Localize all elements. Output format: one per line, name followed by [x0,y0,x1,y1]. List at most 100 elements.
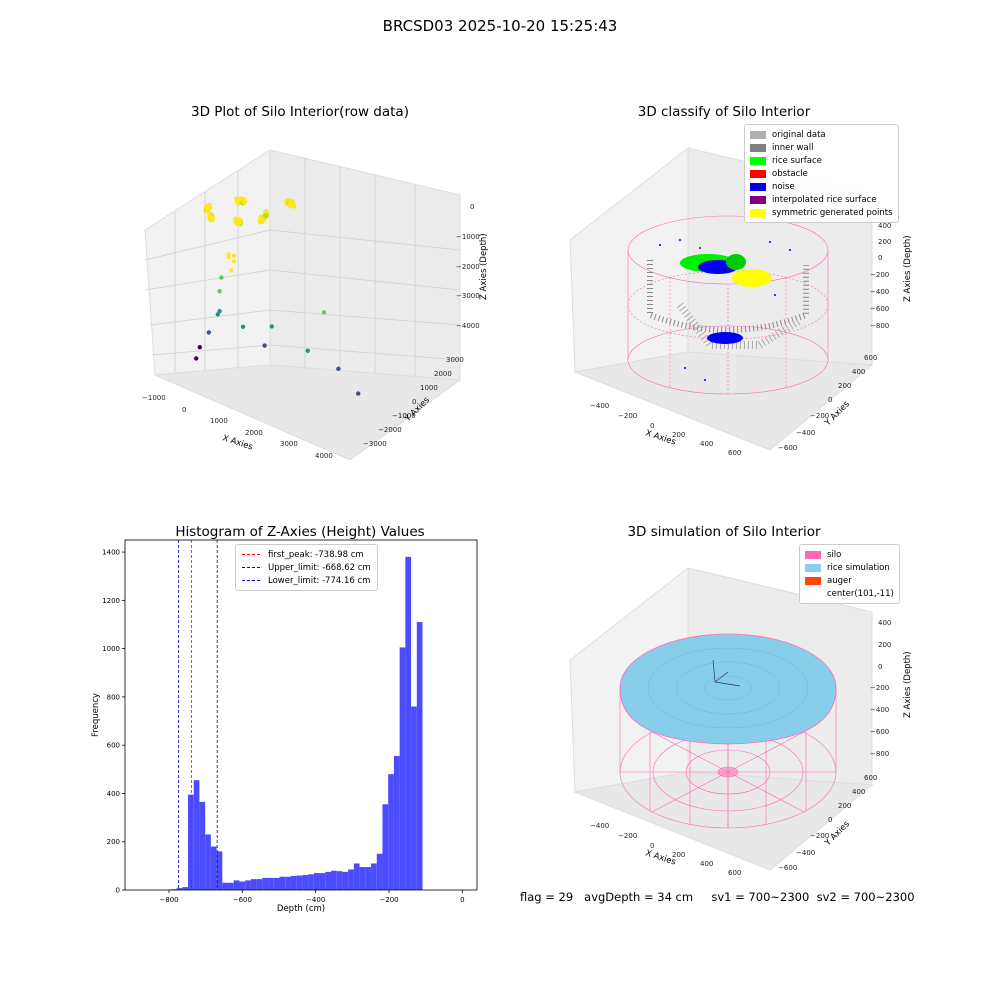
histogram-bar [210,846,217,890]
p1-ztick-2: −2000 [456,263,480,271]
histogram-bar [313,873,320,890]
histogram-bar [273,877,280,890]
p2-ztick-5: 200 [878,238,891,246]
p1-xtick-2: 1000 [210,417,228,425]
histogram-ytick-label: 400 [107,790,120,798]
p2-ytick-0: −600 [778,444,797,452]
p1-ytick-3: 0 [412,398,416,406]
histogram-bar [216,851,223,890]
histogram-bar [285,876,291,890]
legend-obstacle: obstacle [750,167,893,180]
histogram-xlabel: Depth (cm) [277,904,325,914]
p2-ytick-5: 400 [852,368,865,376]
histogram-bar [296,875,303,890]
p2-ytick-1: −400 [796,429,815,437]
histogram-frame [124,539,478,891]
histogram-bar [205,834,211,890]
raw-point [233,216,239,223]
p4-xtick-2: 0 [650,842,654,850]
p4-xtick-4: 400 [700,860,713,868]
legend-inner-wall: inner wall [750,141,893,154]
p1-xtick-1: 0 [182,406,186,414]
panel4-legend: silo rice simulation auger center(101,-1… [799,544,900,604]
histogram-bar [376,853,383,890]
histogram-bar [187,794,194,890]
legend-rice-surface: rice surface [750,154,893,167]
raw-point [206,204,213,211]
raw-point [231,253,237,259]
histogram-xtick-label: 0 [460,896,464,904]
p4-zlabel: Z Axies (Depth) [903,651,913,718]
sv2-value: sv2 = 700~2300 [816,890,915,904]
histogram-bar [176,888,183,890]
p4-xtick-3: 200 [672,851,685,859]
histogram-bar [245,880,251,890]
histogram-bar [193,780,200,890]
panel2-axis-ticks: −400 −200 0 200 400 600 −600 −400 −200 0… [590,222,891,457]
histogram-bar [411,706,417,890]
histogram-bar [365,867,372,890]
legend-silo: silo [805,548,894,561]
histogram-xtick-label: −800 [159,896,178,904]
p4-ytick-6: 600 [864,774,877,782]
histogram-bar [308,874,314,890]
panel2-legend: original data inner wall rice surface ob… [744,124,899,223]
histogram-bar [199,801,206,890]
legend-symmetric-generated-points: symmetric generated points [750,206,893,219]
histogram-bar [256,879,263,890]
p2-xtick-5: 600 [728,449,741,457]
p1-ytick-5: 2000 [434,370,452,378]
p2-ytick-3: 0 [828,396,832,404]
p4-xtick-0: −400 [590,822,609,830]
sv1-value: sv1 = 700~2300 [711,890,810,904]
histogram-bar [330,870,337,890]
histogram-bar [388,774,394,890]
p1-ytick-4: 1000 [420,384,438,392]
p1-ytick-6: 3000 [446,356,464,364]
p2-ztick-1: −600 [870,305,889,313]
histogram-xtick-label: −600 [233,896,252,904]
histogram-bar [342,871,349,890]
histogram-bar [262,877,269,890]
raw-point [356,391,361,396]
histogram-bar [405,556,412,890]
histogram-bar [325,871,331,890]
raw-point [262,343,267,348]
histogram-ylabel: Frequency [91,693,101,737]
histogram-legend: first_peak: -738.98 cm Upper_limit: -668… [235,544,378,591]
p1-ztick-0: −4000 [456,322,480,330]
histogram-x-ticks: −800 −600 −400 −200 0 [159,890,465,904]
histogram-bar [268,877,274,890]
p4-ytick-0: −600 [778,864,797,872]
panel2-3d-classify-plot: −400 −200 0 200 400 600 −600 −400 −200 0… [569,146,913,457]
histogram-threshold-lines [178,540,218,890]
panel4-3d-simulation-plot: −400 −200 0 200 400 600 −600 −400 −200 0… [569,566,913,877]
raw-point [257,218,264,225]
p4-ytick-3: 0 [828,816,832,824]
p4-ztick-0: −800 [870,750,889,758]
p2-zlabel: Z Axies (Depth) [903,235,913,302]
histogram-bar [353,863,360,890]
p1-ytick-2: −1000 [392,412,416,420]
panel3-title: Histogram of Z-Axies (Height) Values [175,524,425,540]
p4-xtick-5: 600 [728,869,741,877]
raw-point [241,199,248,205]
histogram-bars [170,556,423,890]
histogram-ytick-label: 1200 [102,597,120,605]
p1-xtick-5: 4000 [315,452,333,460]
p2-xtick-2: 0 [650,422,654,430]
raw-point [219,275,224,280]
panel1-axis-ticks: −1000 0 1000 2000 3000 4000 −3000 −2000 … [142,203,480,460]
flag-value: flag = 29 [520,890,574,904]
raw-point [290,203,297,209]
p1-xtick-3: 2000 [245,429,263,437]
histogram-bar [319,873,326,890]
histogram-ytick-label: 1000 [102,645,120,653]
p1-zlabel: Z Axies (Depth) [479,233,489,300]
p4-ytick-5: 400 [852,788,865,796]
panel3-histogram: −800 −600 −400 −200 0 0 200 400 600 800 1000 1200 1… [91,539,478,914]
p4-ytick-4: 200 [838,802,851,810]
histogram-ytick-label: 600 [107,742,120,750]
histogram-ytick-label: 200 [107,838,120,846]
raw-point [269,324,274,329]
